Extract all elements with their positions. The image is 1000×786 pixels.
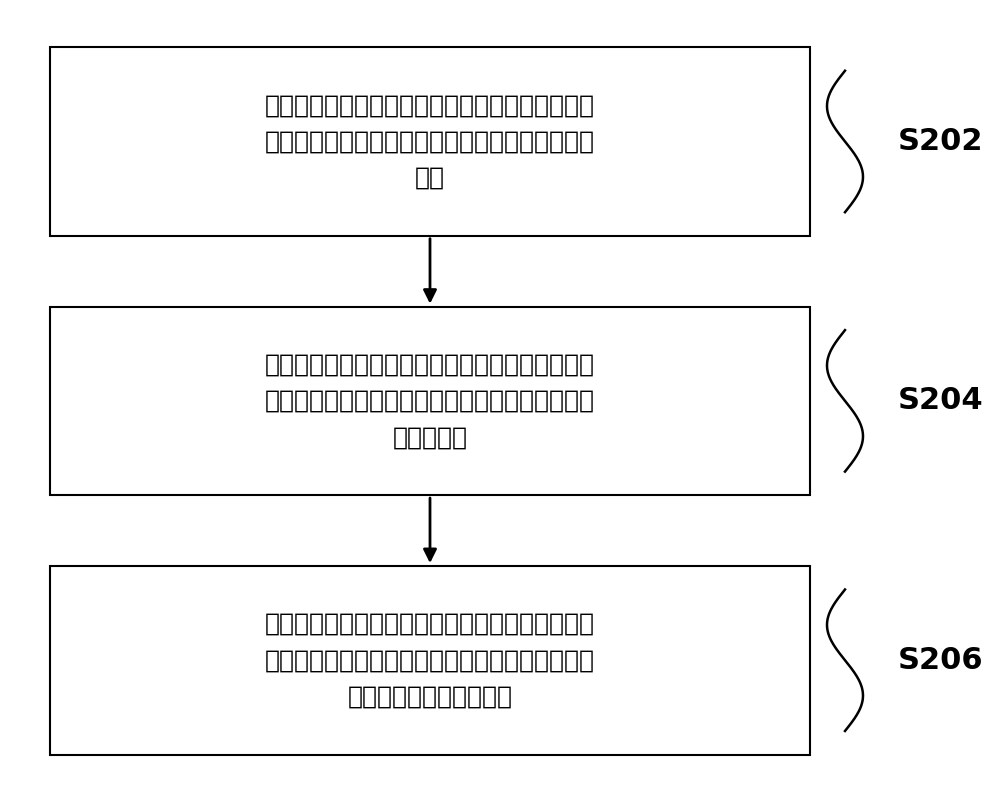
Text: 在人机交互界面中显示图像中存在的交通信号灯的
指示状态和停车线的位置，以及当前车辆与停车线
之间的距离: 在人机交互界面中显示图像中存在的交通信号灯的 指示状态和停车线的位置，以及当前车… (265, 352, 595, 450)
Text: 在人机交互界面中显示当前车辆的控制指令，其中
，控制指令用于依据交通信号灯的指示状态与距离
控制当前车辆的行驶速度: 在人机交互界面中显示当前车辆的控制指令，其中 ，控制指令用于依据交通信号灯的指示… (265, 612, 595, 709)
Bar (50, 47, 810, 236)
Bar (50, 566, 810, 755)
Bar (50, 307, 810, 495)
Text: S202: S202 (898, 127, 984, 156)
Text: S204: S204 (898, 387, 984, 415)
Text: S206: S206 (898, 646, 984, 674)
Text: 在当前车辆按照自动驾驶模式进行行驶的过程中，
在当前车辆的人机交互界面中显示当前车辆前方的
图像: 在当前车辆按照自动驾驶模式进行行驶的过程中， 在当前车辆的人机交互界面中显示当前… (265, 93, 595, 190)
